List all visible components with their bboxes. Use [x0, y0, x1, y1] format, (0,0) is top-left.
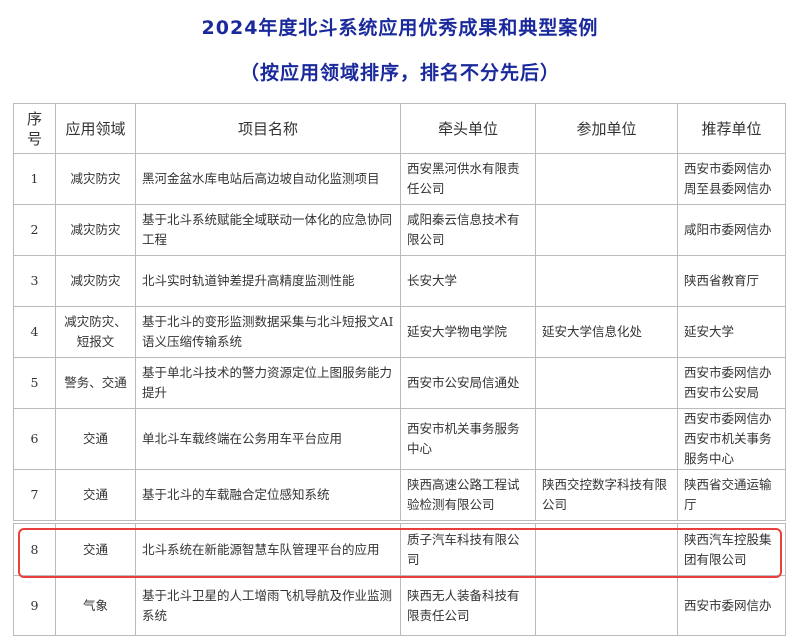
- cell-no: 3: [13, 255, 56, 307]
- cell-no: 5: [13, 357, 56, 409]
- cell-lead: 西安黑河供水有限责任公司: [400, 153, 536, 205]
- cell-field: 警务、交通: [55, 357, 136, 409]
- cell-no: 6: [13, 408, 56, 470]
- cell-participant: [535, 204, 678, 256]
- table-row: 7 交通 基于北斗的车载融合定位感知系统 陕西高速公路工程试验检测有限公司 陕西交控数字…: [13, 469, 786, 521]
- cell-participant: [535, 575, 678, 636]
- cell-recommender: 咸阳市委网信办: [677, 204, 786, 256]
- cell-recommender: 陕西省交通运输厅: [677, 469, 786, 521]
- cell-project: 基于北斗的变形监测数据采集与北斗短报文AI语义压缩传输系统: [135, 306, 401, 358]
- cell-participant: 延安大学信息化处: [535, 306, 678, 358]
- table-row: 6 交通 单北斗车载终端在公务用车平台应用 西安市机关事务服务中心 西安市委网信办 西安…: [13, 408, 786, 470]
- cell-project: 北斗实时轨道钟差提升高精度监测性能: [135, 255, 401, 307]
- cell-no: 2: [13, 204, 56, 256]
- cell-participant: [535, 408, 678, 470]
- table-row: 4 减灾防灾、短报文 基于北斗的变形监测数据采集与北斗短报文AI语义压缩传输系统 延安…: [13, 306, 786, 358]
- table-row: 9 气象 基于北斗卫星的人工增雨飞机导航及作业监测系统 陕西无人装备科技有限责任公司 西…: [13, 575, 786, 636]
- cell-no: 1: [13, 153, 56, 205]
- table-row: 2 减灾防灾 基于北斗系统赋能全域联动一体化的应急协同工程 咸阳秦云信息技术有限公司 咸…: [13, 204, 786, 256]
- cases-table-continued: 8 交通 北斗系统在新能源智慧车队管理平台的应用 质子汽车科技有限公司 陕西汽车控股集团…: [13, 523, 786, 636]
- cell-recommender: 西安市委网信办: [677, 575, 786, 636]
- cell-participant: [535, 357, 678, 409]
- cell-lead: 质子汽车科技有限公司: [400, 523, 536, 576]
- cell-field: 减灾防灾: [55, 255, 136, 307]
- cell-no: 9: [13, 575, 56, 636]
- cell-participant: [535, 153, 678, 205]
- cell-participant: [535, 255, 678, 307]
- cell-lead: 咸阳秦云信息技术有限公司: [400, 204, 536, 256]
- header-project: 项目名称: [135, 103, 401, 154]
- cell-participant: 陕西交控数字科技有限公司: [535, 469, 678, 521]
- cell-lead: 长安大学: [400, 255, 536, 307]
- cell-project: 基于北斗系统赋能全域联动一体化的应急协同工程: [135, 204, 401, 256]
- table-row: 5 警务、交通 基于单北斗技术的警力资源定位上图服务能力提升 西安市公安局信通处 西安市…: [13, 357, 786, 409]
- cell-project: 黑河金盆水库电站后高边坡自动化监测项目: [135, 153, 401, 205]
- cell-lead: 西安市公安局信通处: [400, 357, 536, 409]
- cell-field: 气象: [55, 575, 136, 636]
- header-participant: 参加单位: [535, 103, 678, 154]
- cell-recommender: 西安市委网信办 西安市机关事务服务中心: [677, 408, 786, 470]
- cell-project: 单北斗车载终端在公务用车平台应用: [135, 408, 401, 470]
- document-subtitle: （按应用领域排序，排名不分先后）: [239, 62, 560, 84]
- cell-field: 减灾防灾: [55, 204, 136, 256]
- cell-recommender: 西安市委网信办 周至县委网信办: [677, 153, 786, 205]
- header-lead: 牵头单位: [400, 103, 536, 154]
- cell-no: 7: [13, 469, 56, 521]
- cell-project: 基于单北斗技术的警力资源定位上图服务能力提升: [135, 357, 401, 409]
- cell-no: 8: [13, 523, 56, 576]
- cell-field: 减灾防灾、短报文: [55, 306, 136, 358]
- header-field: 应用领域: [55, 103, 136, 154]
- cell-field: 交通: [55, 408, 136, 470]
- cell-recommender: 陕西省教育厅: [677, 255, 786, 307]
- cell-no: 4: [13, 306, 56, 358]
- header-recommender: 推荐单位: [677, 103, 786, 154]
- cell-recommender: 西安市委网信办 西安市公安局: [677, 357, 786, 409]
- document-title: 2024年度北斗系统应用优秀成果和典型案例: [201, 17, 599, 39]
- header-no: 序号: [13, 103, 56, 154]
- cell-project: 基于北斗的车载融合定位感知系统: [135, 469, 401, 521]
- cell-lead: 陕西无人装备科技有限责任公司: [400, 575, 536, 636]
- cases-table: 序号 应用领域 项目名称 牵头单位 参加单位 推荐单位 1 减灾防灾 黑河金盆水库电…: [13, 103, 786, 521]
- cell-lead: 延安大学物电学院: [400, 306, 536, 358]
- cell-lead: 西安市机关事务服务中心: [400, 408, 536, 470]
- table-row: 8 交通 北斗系统在新能源智慧车队管理平台的应用 质子汽车科技有限公司 陕西汽车控股集团…: [13, 523, 786, 576]
- cell-project: 基于北斗卫星的人工增雨飞机导航及作业监测系统: [135, 575, 401, 636]
- cell-participant: [535, 523, 678, 576]
- table-header: 序号 应用领域 项目名称 牵头单位 参加单位 推荐单位: [13, 103, 786, 154]
- cell-field: 减灾防灾: [55, 153, 136, 205]
- cell-field: 交通: [55, 523, 136, 576]
- cell-lead: 陕西高速公路工程试验检测有限公司: [400, 469, 536, 521]
- cell-field: 交通: [55, 469, 136, 521]
- table-row: 3 减灾防灾 北斗实时轨道钟差提升高精度监测性能 长安大学 陕西省教育厅: [13, 255, 786, 307]
- cell-project: 北斗系统在新能源智慧车队管理平台的应用: [135, 523, 401, 576]
- cell-recommender: 陕西汽车控股集团有限公司: [677, 523, 786, 576]
- table-row: 1 减灾防灾 黑河金盆水库电站后高边坡自动化监测项目 西安黑河供水有限责任公司 西安市委…: [13, 153, 786, 205]
- cell-recommender: 延安大学: [677, 306, 786, 358]
